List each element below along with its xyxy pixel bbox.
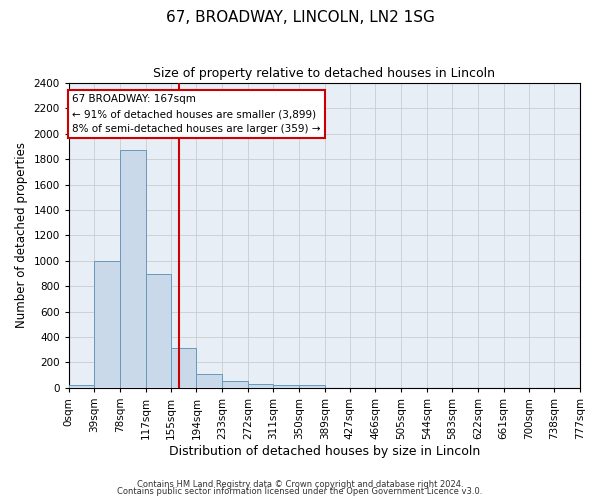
Y-axis label: Number of detached properties: Number of detached properties — [15, 142, 28, 328]
Bar — [196, 374, 222, 388]
Bar — [299, 386, 325, 388]
Bar — [248, 384, 274, 388]
Text: Contains public sector information licensed under the Open Government Licence v3: Contains public sector information licen… — [118, 488, 482, 496]
Bar — [274, 386, 299, 388]
Bar — [146, 274, 171, 388]
Text: 67, BROADWAY, LINCOLN, LN2 1SG: 67, BROADWAY, LINCOLN, LN2 1SG — [166, 10, 434, 25]
Bar — [94, 261, 120, 388]
Bar — [69, 386, 94, 388]
Bar — [222, 382, 248, 388]
Bar — [171, 348, 196, 388]
Text: Contains HM Land Registry data © Crown copyright and database right 2024.: Contains HM Land Registry data © Crown c… — [137, 480, 463, 489]
Title: Size of property relative to detached houses in Lincoln: Size of property relative to detached ho… — [154, 68, 496, 80]
Bar — [120, 150, 146, 388]
X-axis label: Distribution of detached houses by size in Lincoln: Distribution of detached houses by size … — [169, 444, 480, 458]
Text: 67 BROADWAY: 167sqm
← 91% of detached houses are smaller (3,899)
8% of semi-deta: 67 BROADWAY: 167sqm ← 91% of detached ho… — [72, 94, 320, 134]
